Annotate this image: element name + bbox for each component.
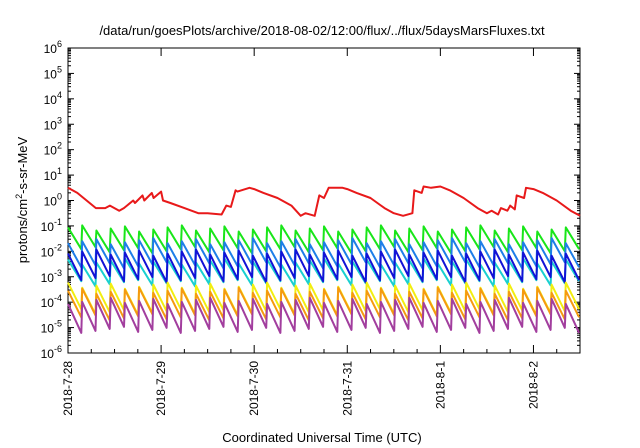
y-tick-label: 10-5: [41, 319, 62, 336]
chart-title: /data/run/goesPlots/archive/2018-08-02/1…: [99, 23, 545, 38]
y-axis-label: protons/cm2-s-sr-MeV: [14, 136, 30, 263]
series-layer: [67, 185, 581, 334]
x-tick-label: 2018-8-2: [526, 361, 540, 409]
x-tick-label: 2018-8-1: [433, 361, 447, 409]
y-tick-label: 10-4: [41, 293, 62, 310]
y-tick-label: 100: [44, 192, 62, 209]
y-tick-label: 105: [44, 64, 62, 81]
y-tick-label: 104: [44, 90, 62, 107]
y-tick-label: 10-1: [41, 217, 62, 234]
y-tick-label: 103: [44, 115, 62, 132]
x-axis-label: Coordinated Universal Time (UTC): [222, 430, 421, 445]
x-tick-label: 2018-7-30: [247, 361, 261, 416]
y-tick-label: 106: [44, 39, 62, 56]
series-line: [67, 296, 581, 334]
x-tick-label: 2018-7-31: [340, 361, 354, 416]
y-tick-label: 10-6: [41, 344, 62, 361]
y-tick-label: 102: [44, 141, 62, 158]
y-tick-label: 10-3: [41, 268, 62, 285]
x-tick-label: 2018-7-29: [154, 361, 168, 416]
y-tick-label: 101: [44, 166, 62, 183]
series-line: [67, 185, 581, 217]
y-tick-label: 10-2: [41, 242, 62, 259]
x-tick-label: 2018-7-28: [61, 361, 75, 416]
series-line: [67, 248, 580, 284]
x-axis: 2018-7-28 2018-7-29 2018-7-30 2018-7-31 2018…: [61, 48, 558, 416]
